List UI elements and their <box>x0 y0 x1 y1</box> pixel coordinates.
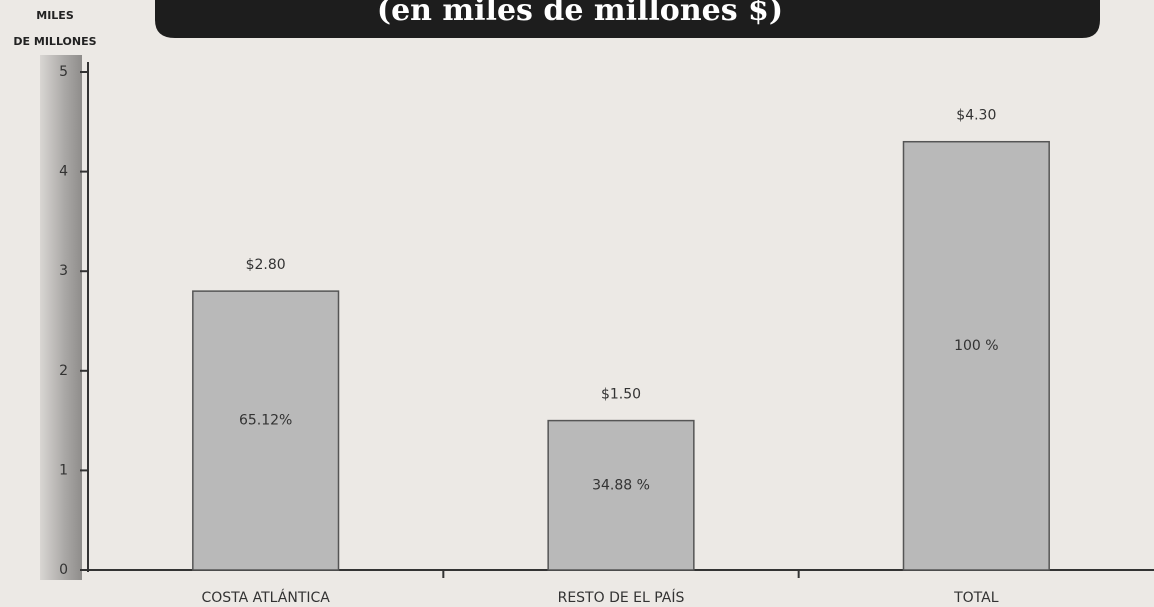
axis-band <box>40 55 82 580</box>
y-tick-label: 2 <box>59 363 68 379</box>
y-tick-label: 1 <box>59 462 68 478</box>
y-tick-label: 4 <box>59 164 68 180</box>
share-label: 65.12% <box>239 413 292 429</box>
value-label: $1.50 <box>601 387 641 403</box>
title-banner <box>155 0 1100 38</box>
bar <box>902 140 1050 571</box>
value-label: $2.80 <box>246 257 286 273</box>
share-label: 34.88 % <box>592 477 650 493</box>
chart-title: (en miles de millones $) <box>377 0 783 28</box>
x-tick-label: RESTO DE EL PAÍS <box>558 589 685 606</box>
x-tick-label: COSTA ATLÁNTICA <box>201 589 330 606</box>
y-tick-label: 5 <box>59 64 68 80</box>
y-tick-label: 3 <box>59 263 68 279</box>
y-tick-label: 0 <box>59 562 68 578</box>
share-label: 100 % <box>954 338 998 354</box>
bar <box>192 290 340 571</box>
bar <box>547 419 695 571</box>
y-axis-label: DE MILLONES <box>13 35 96 48</box>
x-tick-label: TOTAL <box>953 590 999 606</box>
y-axis-label: MILES <box>36 9 74 22</box>
value-label: $4.30 <box>956 108 996 124</box>
